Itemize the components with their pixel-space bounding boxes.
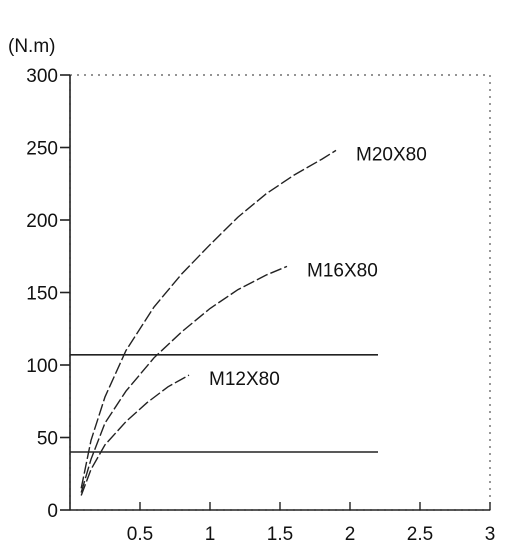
series-line-m20x80 <box>80 149 337 489</box>
y-tick-label: 100 <box>26 356 58 377</box>
reference-lines <box>70 354 378 453</box>
series-line-m12x80 <box>80 374 190 496</box>
y-tick-label: 150 <box>26 284 58 305</box>
series-label: M20X80 <box>356 144 427 165</box>
x-tick-label: 2.5 <box>407 524 433 545</box>
x-tick-label: 3 <box>485 524 496 545</box>
x-tick-label: 2 <box>345 524 356 545</box>
x-tick-label: 0.5 <box>127 524 153 545</box>
y-tick-label: 250 <box>26 139 58 160</box>
y-ticks: 0 50 100 150 200 250 300 <box>26 66 70 522</box>
y-tick-label: 300 <box>26 66 58 87</box>
plot-frame <box>69 74 491 511</box>
series-label: M16X80 <box>307 260 378 281</box>
series-label: M12X80 <box>209 369 280 390</box>
x-ticks: 0.5 1 1.5 2 2.5 3 <box>127 502 496 545</box>
y-axis-unit-label: (N.m) <box>8 36 55 57</box>
x-tick-label: 1 <box>205 524 216 545</box>
series-line-m16x80 <box>80 265 288 493</box>
series-labels: M20X80 M16X80 M12X80 <box>209 144 427 390</box>
series-curves <box>80 149 337 496</box>
y-tick-label: 50 <box>37 429 58 450</box>
y-tick-label: 0 <box>47 501 58 522</box>
y-tick-label: 200 <box>26 211 58 232</box>
x-tick-label: 1.5 <box>267 524 293 545</box>
